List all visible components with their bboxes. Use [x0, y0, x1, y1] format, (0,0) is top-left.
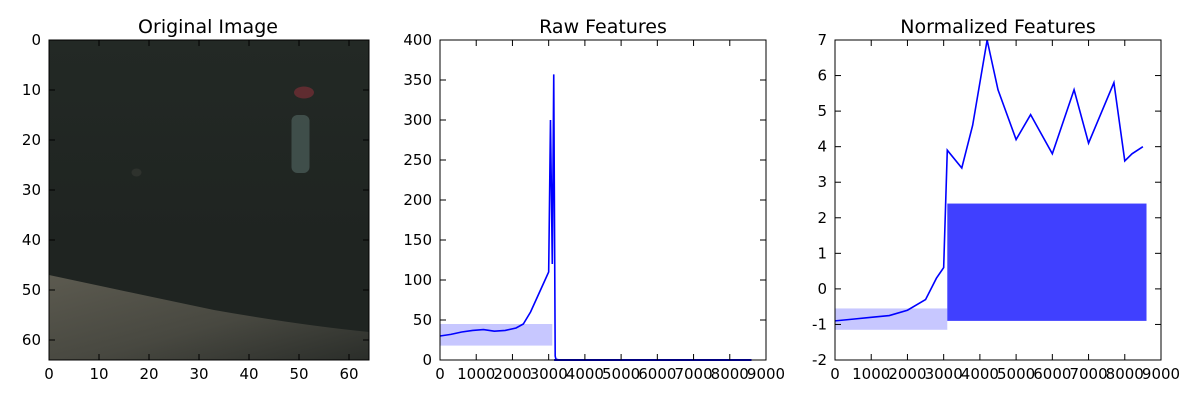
normalized-features-dense-band [947, 203, 1147, 321]
x-tick-label: 50 [289, 365, 308, 383]
y-tick-label: 3 [817, 173, 827, 191]
x-tick-label: 5000 [602, 365, 640, 383]
x-tick-label: 8000 [711, 365, 749, 383]
x-tick-label: 2000 [493, 365, 531, 383]
y-tick-label: 40 [22, 231, 41, 249]
x-tick-label: 7000 [674, 365, 712, 383]
x-tick-label: 7000 [1069, 365, 1107, 383]
x-tick-label: 20 [139, 365, 158, 383]
y-tick-label: 10 [22, 81, 41, 99]
x-tick-label: 3000 [925, 365, 963, 383]
x-tick-label: 0 [830, 365, 840, 383]
x-tick-label: 2000 [888, 365, 926, 383]
y-tick-label: 50 [22, 281, 41, 299]
y-tick-label: 100 [403, 271, 432, 289]
y-tick-label: 300 [403, 111, 432, 129]
raw-features-panel: Raw Features 0 10002000300040005000600070… [403, 16, 785, 383]
y-tick-label: 350 [403, 71, 432, 89]
original-image [49, 40, 369, 360]
y-tick-label: 250 [403, 151, 432, 169]
y-tick-label: 60 [22, 331, 41, 349]
y-tick-label: 0 [422, 351, 432, 369]
normalized-features-title: Normalized Features [900, 16, 1095, 38]
y-tick-label: 400 [403, 31, 432, 49]
y-tick-label: 150 [403, 231, 432, 249]
y-tick-label: -1 [812, 315, 827, 333]
x-tick-label: 9000 [747, 365, 785, 383]
normalized-features-panel: Normalized Features 0 1000200030004000500… [812, 16, 1180, 383]
x-tick-label: 10 [89, 365, 108, 383]
x-tick-label: 9000 [1142, 365, 1180, 383]
x-tick-label: 1000 [457, 365, 495, 383]
y-tick-label: 7 [817, 31, 827, 49]
original-image-frame [48, 39, 370, 361]
x-tick-label: 4000 [961, 365, 999, 383]
x-tick-label: 60 [339, 365, 358, 383]
raw-features-dense-band [440, 324, 553, 346]
x-tick-label: 6000 [1033, 365, 1071, 383]
normalized-features-low-band [835, 308, 948, 330]
y-tick-label: 0 [31, 31, 41, 49]
x-tick-label: 5000 [997, 365, 1035, 383]
raw-features-plot [439, 74, 752, 361]
normalized-features-plot [834, 39, 1147, 330]
y-tick-label: -2 [812, 351, 827, 369]
image-red-spot [294, 86, 314, 99]
x-tick-label: 0 [435, 365, 445, 383]
x-tick-label: 3000 [530, 365, 568, 383]
y-tick-label: 0 [817, 280, 827, 298]
x-tick-label: 30 [189, 365, 208, 383]
y-tick-label: 20 [22, 131, 41, 149]
raw-features-frame [439, 39, 767, 361]
series-line [834, 39, 1144, 322]
original-image-panel: Original Image 0 10 20 30 40 50 60010203040506… [22, 16, 370, 383]
series-line [439, 74, 752, 361]
x-tick-label: 6000 [638, 365, 676, 383]
y-tick-label: 2 [817, 209, 827, 227]
image-lower-light-area [49, 275, 369, 360]
y-tick-label: 4 [817, 138, 827, 156]
raw-features-title: Raw Features [539, 16, 667, 38]
y-tick-label: 6 [817, 67, 827, 85]
x-tick-label: 0 [44, 365, 54, 383]
normalized-features-frame [834, 39, 1162, 361]
y-tick-label: 200 [403, 191, 432, 209]
y-tick-label: 5 [817, 102, 827, 120]
y-tick-label: 1 [817, 244, 827, 262]
x-tick-label: 8000 [1106, 365, 1144, 383]
image-small-spot [131, 168, 142, 177]
x-tick-label: 40 [239, 365, 258, 383]
image-pale-streak [291, 115, 310, 173]
y-tick-label: 30 [22, 181, 41, 199]
original-image-title: Original Image [138, 16, 278, 38]
x-tick-label: 4000 [566, 365, 604, 383]
y-tick-label: 50 [413, 311, 432, 329]
x-tick-label: 1000 [852, 365, 890, 383]
